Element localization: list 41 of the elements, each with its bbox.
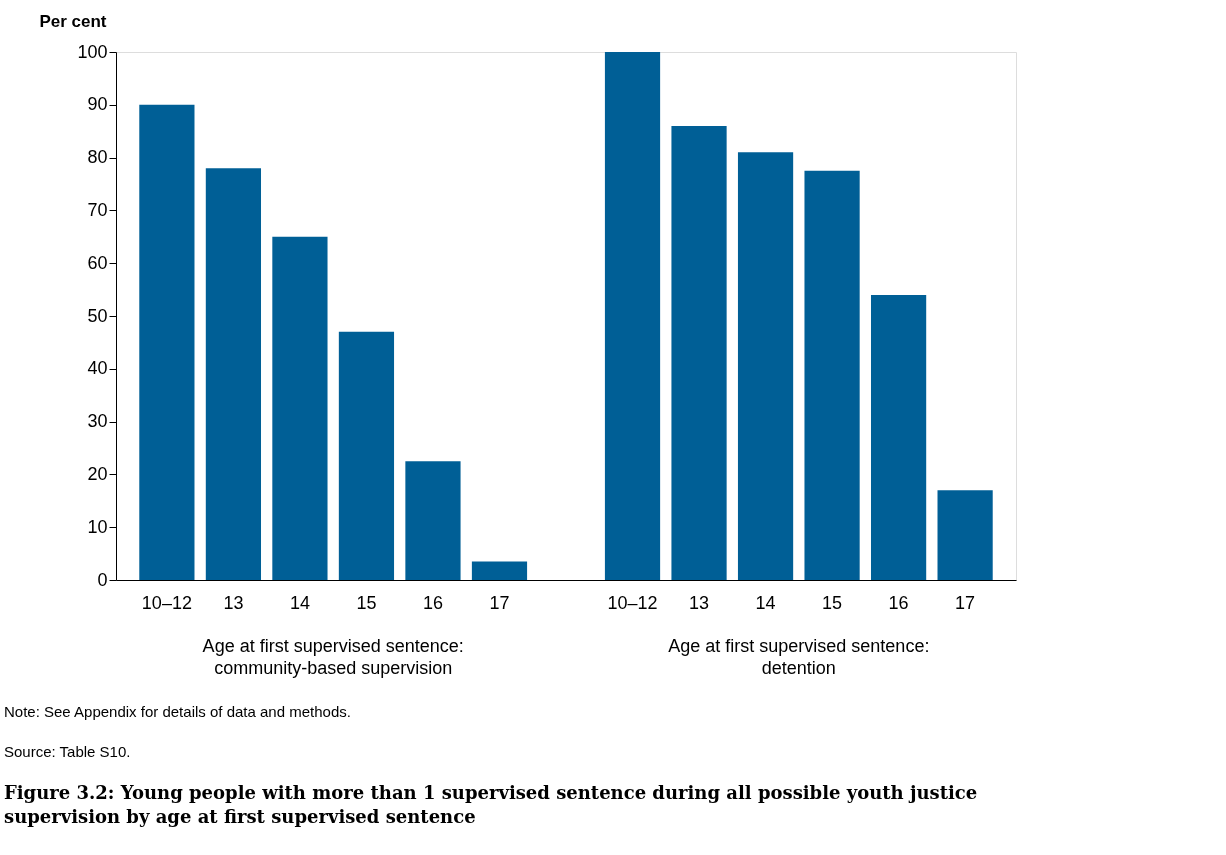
- x-tick-label: 16: [422, 592, 443, 613]
- x-tick-label: 15: [356, 592, 377, 613]
- x-tick-label: 16: [888, 592, 909, 613]
- bar: [272, 236, 328, 580]
- text: Note: See Appendix for details of data and methods.: [4, 703, 351, 720]
- y-tick-label: 50: [87, 305, 108, 326]
- bar: [937, 490, 993, 580]
- bar: [139, 104, 195, 580]
- y-tick-label: 60: [87, 252, 108, 273]
- y-tick-label: 100: [77, 41, 108, 62]
- source-note: Source: Table S10.: [4, 743, 131, 760]
- x-tick-label: 17: [489, 592, 510, 613]
- bar: [338, 331, 395, 580]
- y-tick-label: 90: [87, 94, 108, 115]
- x-tick-label: 10–12: [141, 592, 192, 613]
- y-axis-title: Per cent: [39, 11, 107, 31]
- y-tick-label: 0: [97, 569, 108, 590]
- y-tick-label: 40: [87, 358, 108, 379]
- text: Figure 3.2: Young people with more than 1 supervised sentence during all possible youth justice supervision by age at first supervised sentence: [4, 782, 978, 827]
- text: Age at first supervised sentence: community-based supervision: [202, 636, 464, 678]
- x-tick-label: 14: [755, 592, 776, 613]
- y-tick-label: 30: [87, 411, 108, 432]
- bar: [870, 294, 927, 580]
- bar: [205, 168, 262, 580]
- y-tick-label: 10: [87, 516, 108, 537]
- x-tick-label: 15: [822, 592, 843, 613]
- bar: [671, 125, 727, 580]
- bar: [737, 152, 794, 580]
- x-tick-label: 17: [955, 592, 976, 613]
- x-tick-label: 14: [289, 592, 310, 613]
- x-tick-label: 13: [223, 592, 244, 613]
- y-tick-label: 20: [87, 463, 108, 484]
- bar: [471, 561, 528, 580]
- y-tick-label: 70: [87, 199, 108, 220]
- text: Age at first supervised sentence: detention: [668, 636, 930, 678]
- bar: [604, 52, 661, 580]
- y-tick-label: 80: [87, 147, 108, 168]
- x-tick-label: 13: [689, 592, 710, 613]
- x-tick-label: 10–12: [607, 592, 658, 613]
- bar: [405, 461, 461, 580]
- bar: [804, 170, 860, 580]
